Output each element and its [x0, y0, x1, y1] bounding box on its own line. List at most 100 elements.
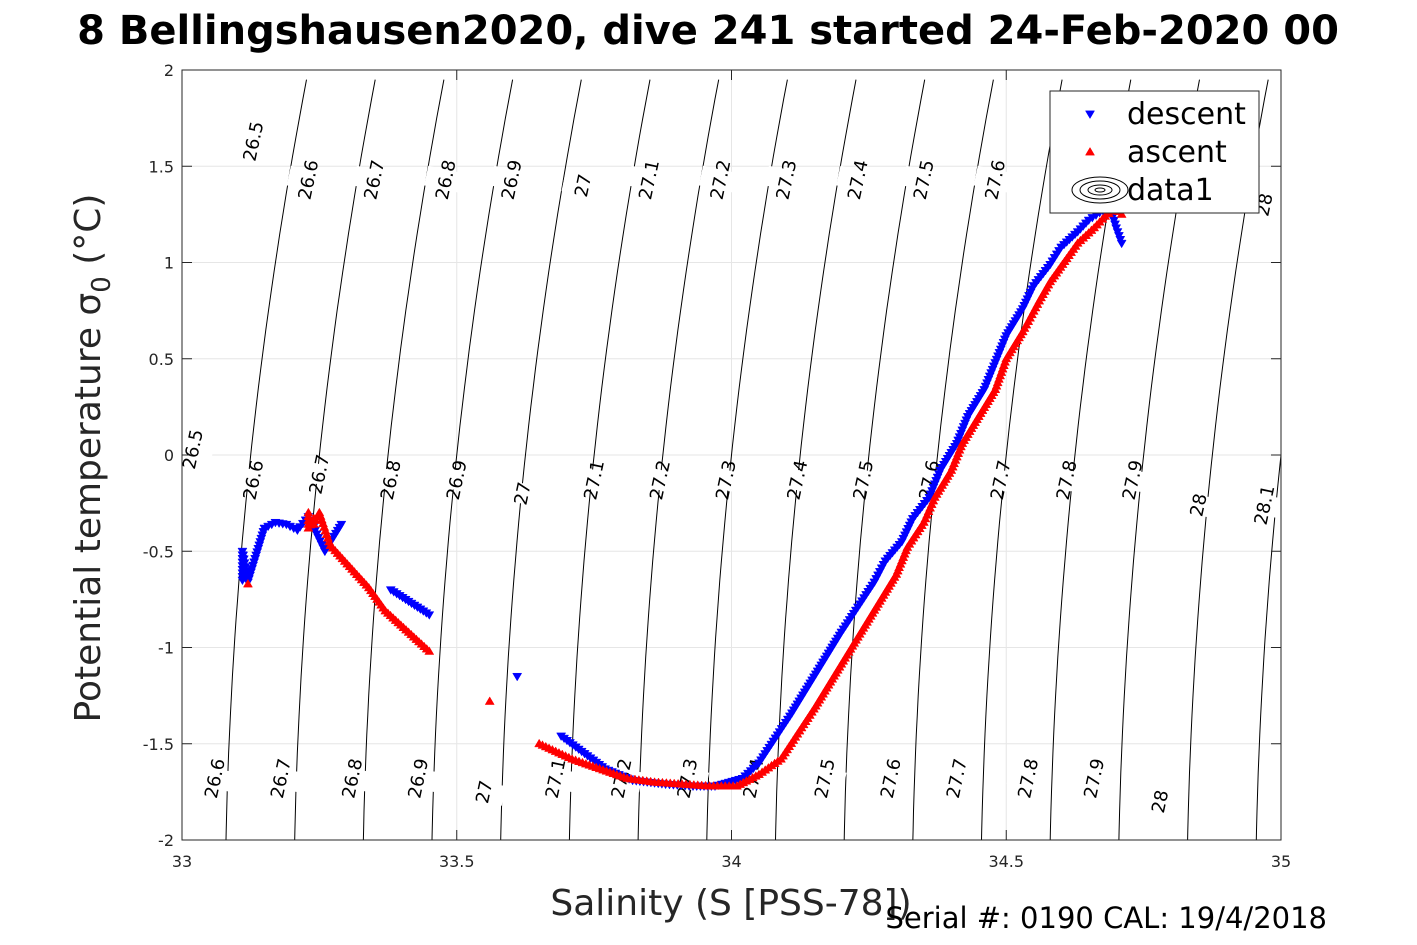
isopycnal-label-bg — [803, 764, 847, 793]
isopycnal-label-bg — [841, 466, 886, 494]
y-tick-label: 1 — [164, 254, 174, 273]
legend-contour-icon — [1094, 187, 1106, 193]
isopycnal-label-bg — [638, 466, 682, 494]
isopycnal-27-3 — [774, 79, 857, 840]
isopycnal-label-bg — [764, 165, 809, 194]
isopycnal-27-6 — [980, 79, 1063, 840]
y-tick-label: -2 — [158, 831, 174, 850]
isopycnal-label-bg — [490, 165, 534, 194]
isopycnal-label: 27 — [472, 779, 497, 806]
isopycnal-label: 27 — [571, 172, 596, 199]
x-axis-title: Salinity (S [PSS-78]) — [550, 883, 911, 924]
isopycnal-contours — [225, 79, 1406, 850]
y-axis-title-unit: (°C) — [68, 194, 109, 277]
descent-point — [512, 672, 523, 682]
x-tick-label: 34 — [721, 852, 741, 871]
legend-marker-descent — [1085, 110, 1095, 119]
descent-point — [1116, 239, 1127, 249]
isopycnal-label-bg — [1138, 787, 1182, 816]
isopycnal-label-bg — [259, 764, 303, 793]
isopycnal-label-bg — [836, 165, 880, 194]
isopycnal-label-bg — [902, 165, 946, 194]
isopycnal-label-bg — [231, 466, 276, 494]
legend-label-ascent: ascent — [1127, 135, 1227, 170]
isopycnal-27-2 — [706, 79, 788, 840]
x-tick-label: 34.5 — [988, 852, 1024, 871]
isopycnal-28-1 — [1325, 80, 1406, 850]
y-tick-label: 0.5 — [149, 350, 174, 369]
isopycnal-label-bg — [698, 165, 743, 194]
serial-cal-footer: Serial #: 0190 CAL: 19/4/2018 — [885, 901, 1327, 935]
legend-contour-icon — [1087, 184, 1113, 196]
series-ascent — [243, 203, 1127, 790]
isopycnal-26-9 — [500, 79, 582, 840]
isopycnal-label-bg — [935, 764, 979, 793]
isopycnal-label: 28 — [1148, 788, 1173, 815]
isopycnal-label-bg — [534, 764, 578, 793]
y-tick-label: 1.5 — [149, 157, 174, 176]
isopycnal-label-bg — [775, 466, 820, 494]
isopycnal-label-bg — [297, 460, 342, 489]
isopycnal-label: 27 — [511, 480, 536, 507]
isopycnal-28 — [1255, 450, 1281, 840]
isopycnal-label-bg — [286, 165, 331, 194]
isopycnal-27-1 — [637, 79, 720, 840]
isopycnal-label-bg — [869, 764, 913, 793]
y-tick-label: 2 — [164, 61, 174, 80]
y-axis-title-subscript: 0 — [87, 276, 117, 293]
isopycnal-label-bg — [572, 466, 616, 494]
x-tick-label: 33.5 — [439, 852, 475, 871]
isopycnal-label-bg — [704, 466, 748, 494]
y-axis-title: Potential temperature σ0 (°C) — [68, 194, 117, 723]
isopycnal-label-bg — [561, 171, 605, 200]
isopycnal-label-bg — [1006, 764, 1050, 793]
y-axis-title-main: Potential temperature σ — [68, 293, 109, 723]
isopycnal-label-bg — [435, 466, 479, 494]
legend-label-data1: data1 — [1127, 173, 1214, 208]
isopycnal-label-bg — [973, 165, 1017, 194]
legend-marker-ascent — [1085, 147, 1095, 156]
isopycnal-label-bg — [352, 165, 396, 194]
legend-label-descent: descent — [1127, 97, 1246, 132]
x-tick-label: 35 — [1271, 852, 1291, 871]
isopycnal-26-5 — [225, 79, 307, 840]
ascent-point — [484, 696, 495, 705]
y-tick-label: -1.5 — [143, 735, 174, 754]
isopycnal-label-bg — [979, 466, 1023, 494]
isopycnal-label-bg — [193, 764, 237, 793]
chart-title: 8 Bellingshausen2020, dive 241 started 2… — [77, 8, 1339, 54]
isopycnal-label-bg — [231, 127, 276, 156]
ascent-point — [243, 578, 253, 588]
data-series — [237, 203, 1127, 792]
isopycnal-label-bg — [1176, 491, 1221, 519]
isopycnal-27-4 — [843, 79, 926, 840]
legend-box — [1049, 90, 1260, 214]
y-tick-label: -1 — [158, 639, 174, 658]
isopycnal-27-5 — [912, 79, 994, 840]
isopycnal-label-bg — [424, 165, 468, 194]
isopycnal-label: 28 — [1186, 492, 1211, 519]
legend-contour-icon — [1071, 176, 1129, 204]
isopycnal-label-bg — [627, 165, 671, 194]
x-tick-label: 33 — [172, 852, 192, 871]
isopycnal-label-bg — [330, 764, 374, 793]
isopycnal-label-bg — [501, 479, 545, 508]
y-tick-label: 0 — [164, 446, 174, 465]
isopycnal-label-bg — [1110, 466, 1155, 494]
isopycnal-27 — [568, 79, 651, 840]
isopycnal-label-bg — [369, 466, 413, 494]
axis-ticks: 33 33.5 34 34.5 35 -2 -1.5 -1 -0.5 0 0.5 1 1.5 2 — [143, 61, 1291, 871]
isopycnal-label-bg — [462, 777, 506, 806]
isopycnal-26-8 — [431, 79, 514, 840]
isopycnal-label-bg — [396, 764, 440, 793]
ascent-point — [1116, 209, 1127, 218]
ascent-point — [424, 646, 435, 655]
isopycnal-label-bg — [1045, 466, 1089, 494]
y-tick-label: -0.5 — [143, 542, 174, 561]
descent-point — [424, 611, 435, 620]
legend-contour-icon — [1079, 180, 1121, 200]
isopycnal-26-7 — [362, 79, 445, 840]
isopycnal-label-bg — [1242, 491, 1287, 519]
